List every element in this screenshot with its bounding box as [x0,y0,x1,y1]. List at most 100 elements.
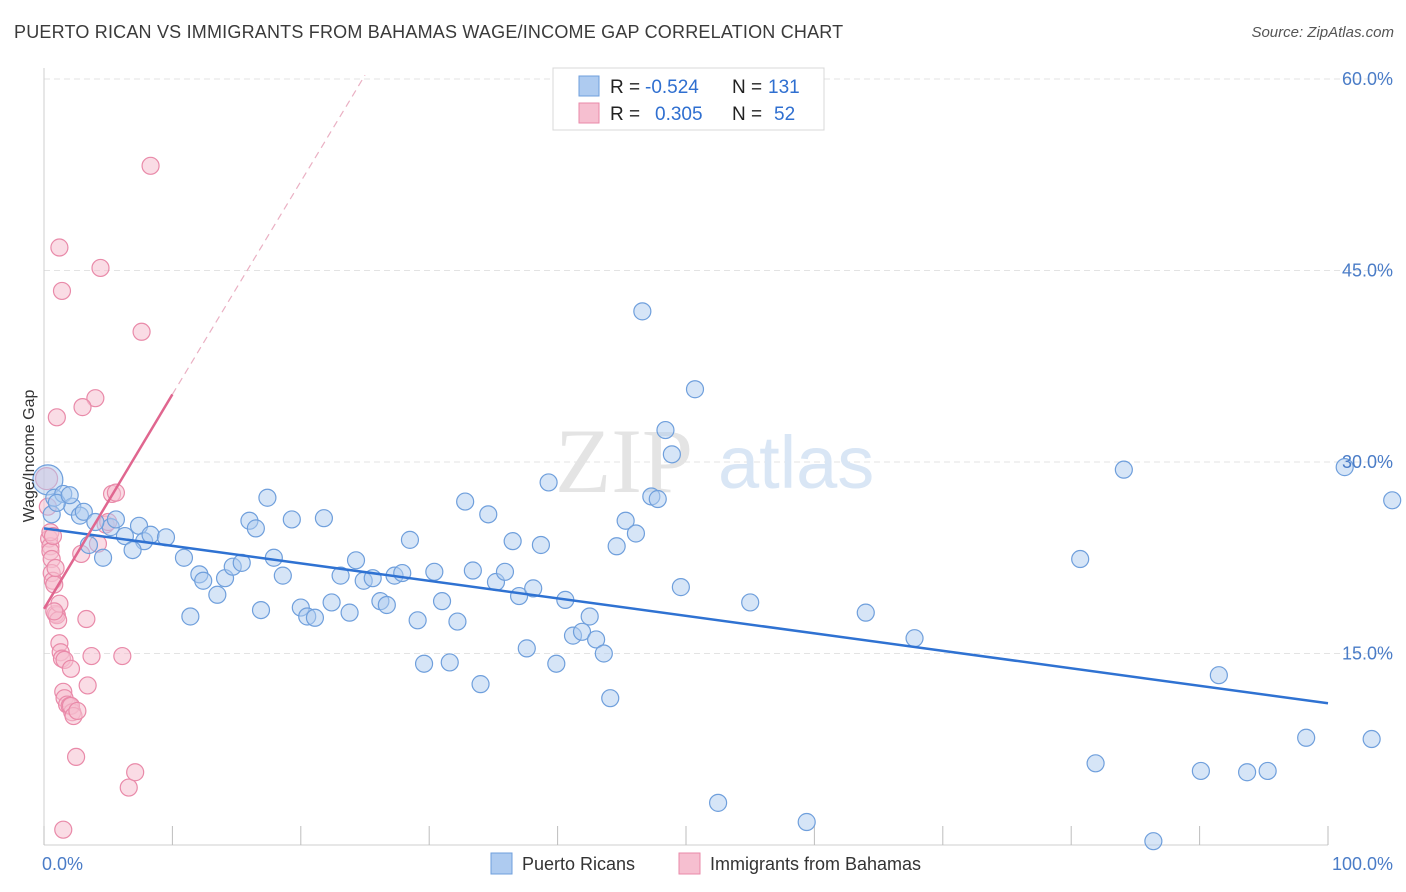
bahamas-point-21 [43,526,63,546]
legend-r-value-1: -0.524 [645,77,699,98]
y-tick-label-2: 45.0% [1342,261,1393,281]
legend-n-value-2: 52 [774,104,795,125]
bahamas-point-51 [78,676,97,695]
bahamas-point-47 [73,398,92,417]
bahamas-point-25 [61,659,81,678]
legend-box: R = -0.524 N = 131 R = 0.305 N = 52 [552,67,825,131]
puerto-rican-point-27 [273,566,292,585]
puerto-rican-point-23 [246,519,265,538]
puerto-rican-point-14 [174,548,194,567]
bottom-legend-swatch-bahamas [678,852,701,875]
puerto-rican-point-91 [1238,763,1257,782]
puerto-rican-point-87 [1114,460,1133,479]
legend-n-value-1: 131 [768,77,800,98]
puerto-rican-point-35 [340,603,359,622]
bottom-legend-label-puerto-ricans: Puerto Ricans [522,854,635,874]
puerto-rican-point-86 [1086,754,1105,773]
puerto-rican-point-65 [572,622,592,641]
watermark: ZIP atlas [555,410,874,512]
bahamas-point-34 [82,646,101,666]
bahamas-points [34,156,160,839]
puerto-rican-point-24 [251,600,271,620]
bahamas-point-31 [68,701,87,721]
legend-swatch-puerto-ricans [578,75,600,97]
bahamas-point-41 [119,778,138,797]
puerto-rican-point-48 [440,653,459,672]
puerto-rican-point-128 [74,502,93,521]
y-tick-label-3: 60.0% [1342,69,1393,89]
bottom-legend-label-bahamas: Immigrants from Bahamas [710,854,921,874]
puerto-rican-point-130 [123,540,142,560]
source-label: Source: ZipAtlas.com [1251,24,1394,41]
puerto-rican-point-56 [503,532,522,551]
puerto-rican-point-32 [314,509,334,528]
puerto-rican-point-73 [633,302,652,321]
legend-n-label-2: N = [732,104,762,125]
puerto-rican-point-75 [648,489,667,509]
tick-labels: 15.0% 30.0% 45.0% 60.0% 0.0% 100.0% [42,69,1393,874]
puerto-rican-point-60 [531,535,551,555]
puerto-rican-point-94 [1335,458,1354,477]
puerto-rican-point-45 [414,654,434,673]
puerto-rican-point-70 [607,537,626,556]
puerto-rican-point-92 [1258,761,1277,781]
bahamas-point-36 [91,258,110,278]
legend-swatch-bahamas [578,102,600,124]
puerto-rican-point-77 [662,445,681,464]
puerto-rican-point-72 [626,524,646,543]
puerto-rican-point-61 [539,473,558,492]
puerto-rican-point-18 [208,585,227,604]
chart-title: PUERTO RICAN VS IMMIGRANTS FROM BAHAMAS … [14,22,844,42]
bahamas-point-26 [47,408,66,427]
trend-lines [42,74,1329,705]
puerto-rican-point-43 [400,530,420,549]
x-tick-label-0: 0.0% [42,854,83,874]
bottom-legend-swatch-puerto-ricans [490,852,513,875]
bahamas-point-44 [141,156,160,175]
puerto-rican-point-66 [580,607,599,626]
puerto-rican-point-81 [741,593,760,612]
puerto-rican-point-50 [456,492,475,511]
puerto-rican-point-88 [1144,832,1163,851]
puerto-rican-point-28 [282,510,301,529]
bahamas-trend-line [42,393,174,610]
puerto-rican-point-95 [1362,729,1381,749]
puerto-rican-point-83 [856,603,875,622]
puerto-rican-point-36 [346,551,366,570]
puerto-rican-point-47 [432,592,452,611]
bahamas-point-22 [46,558,65,578]
puerto-rican-point-78 [671,578,690,597]
puerto-rican-point-89 [1191,761,1210,781]
bahamas-point-33 [77,609,96,629]
puerto-rican-point-17 [194,571,213,590]
puerto-rican-point-58 [517,639,536,658]
puerto-rican-point-53 [479,505,498,524]
puerto-rican-point-46 [425,562,444,581]
puerto-rican-point-85 [1071,549,1090,569]
y-tick-label-1: 30.0% [1342,452,1393,472]
puerto-rican-point-96 [1383,491,1402,510]
puerto-rican-trend-line [43,527,1329,705]
legend-r-value-2: 0.305 [655,104,703,125]
puerto-rican-point-67 [587,630,606,649]
puerto-rican-point-12 [141,525,160,544]
bottom-legend: Puerto Ricans Immigrants from Bahamas [490,852,921,875]
puerto-rican-point-80 [708,793,728,812]
puerto-rican-point-6 [93,548,113,567]
puerto-rican-point-55 [495,562,515,581]
puerto-rican-point-59 [524,579,543,598]
bahamas-point-46 [54,820,73,839]
puerto-rican-point-34 [331,566,350,585]
legend-r-label-2: R = [610,104,640,125]
puerto-rican-point-84 [905,629,924,648]
puerto-rican-point-49 [448,612,467,631]
puerto-rican-points [32,302,1402,851]
puerto-rican-point-51 [463,561,482,580]
puerto-rican-point-71 [616,511,635,530]
bahamas-point-45 [66,747,86,767]
puerto-rican-point-44 [408,611,427,630]
bahamas-point-42 [126,763,145,782]
puerto-rican-point-33 [322,593,341,612]
bahamas-point-43 [132,322,151,341]
